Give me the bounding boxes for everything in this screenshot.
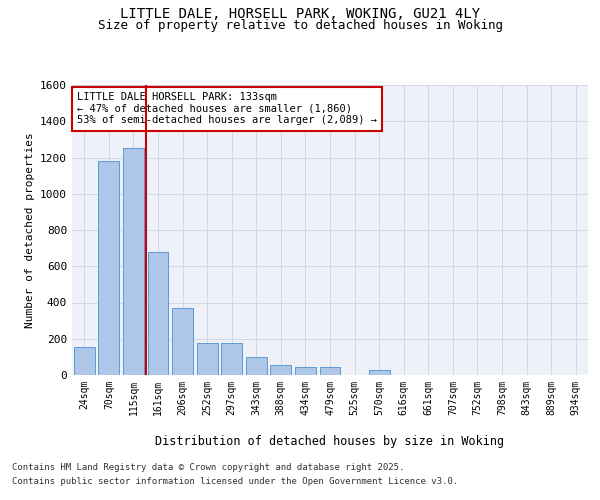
Bar bbox=[295, 367, 316, 375]
Bar bbox=[148, 252, 169, 375]
Text: Size of property relative to detached houses in Woking: Size of property relative to detached ho… bbox=[97, 19, 503, 32]
Text: LITTLE DALE HORSELL PARK: 133sqm
← 47% of detached houses are smaller (1,860)
53: LITTLE DALE HORSELL PARK: 133sqm ← 47% o… bbox=[77, 92, 377, 126]
Y-axis label: Number of detached properties: Number of detached properties bbox=[25, 132, 35, 328]
Bar bbox=[172, 308, 193, 375]
Bar bbox=[197, 344, 218, 375]
Bar bbox=[271, 365, 292, 375]
Bar bbox=[123, 148, 144, 375]
Bar bbox=[320, 367, 340, 375]
Text: Distribution of detached houses by size in Woking: Distribution of detached houses by size … bbox=[155, 435, 505, 448]
Bar bbox=[74, 347, 95, 375]
Bar bbox=[221, 344, 242, 375]
Bar bbox=[246, 357, 267, 375]
Bar bbox=[368, 370, 389, 375]
Text: Contains public sector information licensed under the Open Government Licence v3: Contains public sector information licen… bbox=[12, 478, 458, 486]
Bar bbox=[98, 161, 119, 375]
Text: LITTLE DALE, HORSELL PARK, WOKING, GU21 4LY: LITTLE DALE, HORSELL PARK, WOKING, GU21 … bbox=[120, 8, 480, 22]
Text: Contains HM Land Registry data © Crown copyright and database right 2025.: Contains HM Land Registry data © Crown c… bbox=[12, 462, 404, 471]
